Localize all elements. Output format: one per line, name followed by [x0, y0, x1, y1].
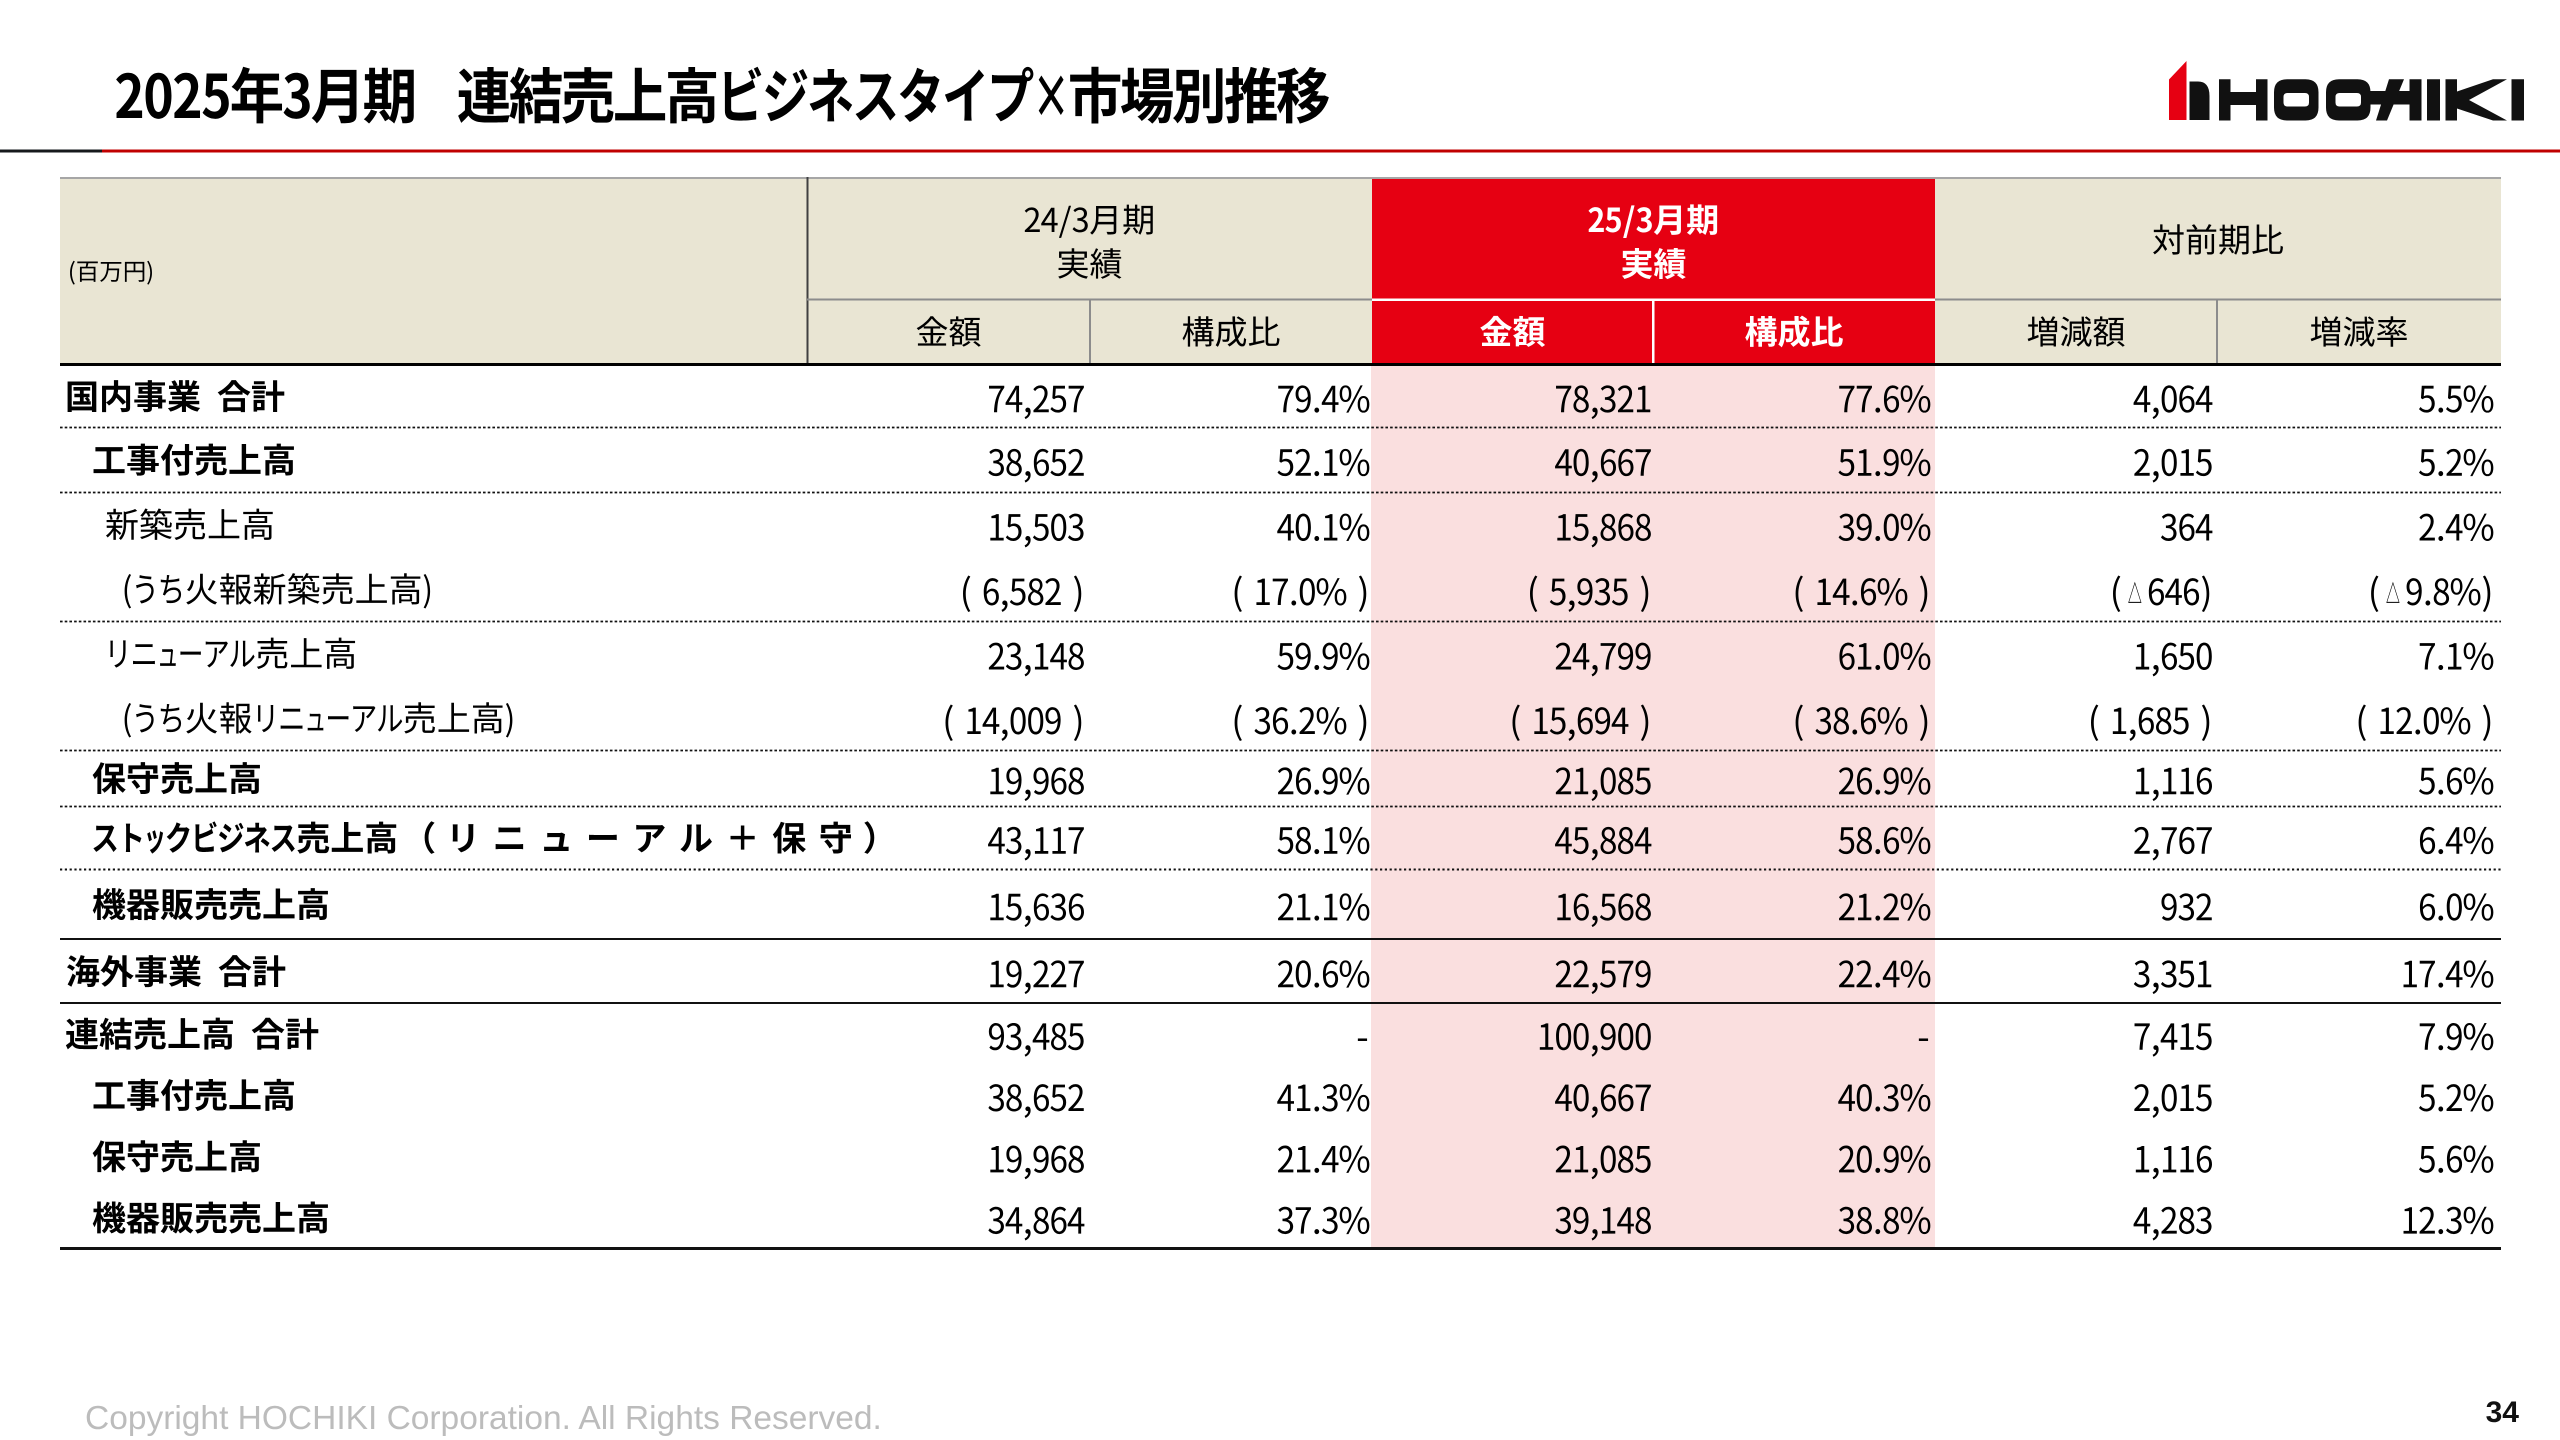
svg-text:Copyright HOCHIKI Corporation.: Copyright HOCHIKI Corporation. All Right…: [85, 1400, 882, 1437]
svg-text:34: 34: [2486, 1396, 2520, 1429]
